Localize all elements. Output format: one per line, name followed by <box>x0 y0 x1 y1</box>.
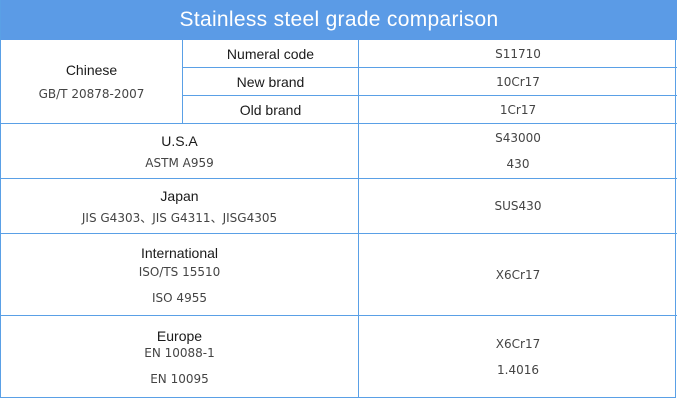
usa-value-aisi: 430 <box>506 157 530 171</box>
international-value-cell: X6Cr17 <box>359 234 677 315</box>
japan-standard: JIS G4303、JIS G4311、JISG4305 <box>81 210 278 225</box>
international-standard-2: ISO 4955 <box>152 290 207 305</box>
chinese-region-cell: Chinese GB/T 20878-2007 <box>1 40 182 123</box>
chinese-standard: GB/T 20878-2007 <box>38 87 145 101</box>
table-title: Stainless steel grade comparison <box>1 0 677 40</box>
new-brand-value: 10Cr17 <box>496 74 540 89</box>
japan-region-cell: Japan JIS G4303、JIS G4311、JISG4305 <box>1 179 358 233</box>
usa-region-cell: U.S.A ASTM A959 <box>1 124 358 178</box>
europe-name: Europe <box>156 327 203 344</box>
chinese-label-cell-3: Old brand <box>183 96 358 123</box>
europe-standard-1: EN 10088-1 <box>144 345 215 360</box>
chinese-name: Chinese <box>65 62 118 78</box>
divider-after-chinese <box>1 123 677 124</box>
chinese-value-cell-2: 10Cr17 <box>359 68 677 95</box>
divider-after-japan <box>1 233 677 234</box>
europe-region-cell: Europe EN 10088-1 EN 10095 <box>1 316 358 397</box>
chinese-label-cell-1: Numeral code <box>183 40 358 67</box>
divider-vertical-chinese <box>182 40 183 124</box>
divider-after-usa <box>1 178 677 179</box>
old-brand-value: 1Cr17 <box>499 102 537 117</box>
japan-value: SUS430 <box>494 199 542 213</box>
international-name: International <box>140 244 219 261</box>
chinese-label-cell-2: New brand <box>183 68 358 95</box>
japan-value-cell: SUS430 <box>359 179 677 233</box>
europe-value-number: 1.4016 <box>497 362 539 377</box>
numeral-code-value: S11710 <box>495 46 541 61</box>
usa-value-cell: S43000 430 <box>359 124 677 178</box>
europe-value-cell: X6Cr17 1.4016 <box>359 316 677 397</box>
europe-value-name: X6Cr17 <box>495 336 541 351</box>
international-value: X6Cr17 <box>495 267 541 282</box>
usa-value-uns: S43000 <box>495 131 541 145</box>
old-brand-label: Old brand <box>239 101 302 118</box>
divider-chinese-row-1 <box>182 67 677 68</box>
divider-after-international <box>1 315 677 316</box>
usa-standard: ASTM A959 <box>145 155 214 170</box>
divider-chinese-row-2 <box>182 95 677 96</box>
usa-name: U.S.A <box>161 132 198 149</box>
numeral-code-label: Numeral code <box>226 45 315 62</box>
new-brand-label: New brand <box>236 73 305 90</box>
chinese-value-cell-1: S11710 <box>359 40 677 67</box>
japan-name: Japan <box>160 187 199 204</box>
international-standard-1: ISO/TS 15510 <box>138 264 221 279</box>
chinese-value-cell-3: 1Cr17 <box>359 96 677 123</box>
europe-standard-2: EN 10095 <box>150 371 209 386</box>
divider-vertical-values <box>358 40 359 398</box>
international-region-cell: International ISO/TS 15510 ISO 4955 <box>1 234 358 315</box>
